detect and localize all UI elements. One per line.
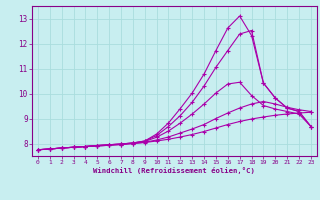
X-axis label: Windchill (Refroidissement éolien,°C): Windchill (Refroidissement éolien,°C): [93, 167, 255, 174]
